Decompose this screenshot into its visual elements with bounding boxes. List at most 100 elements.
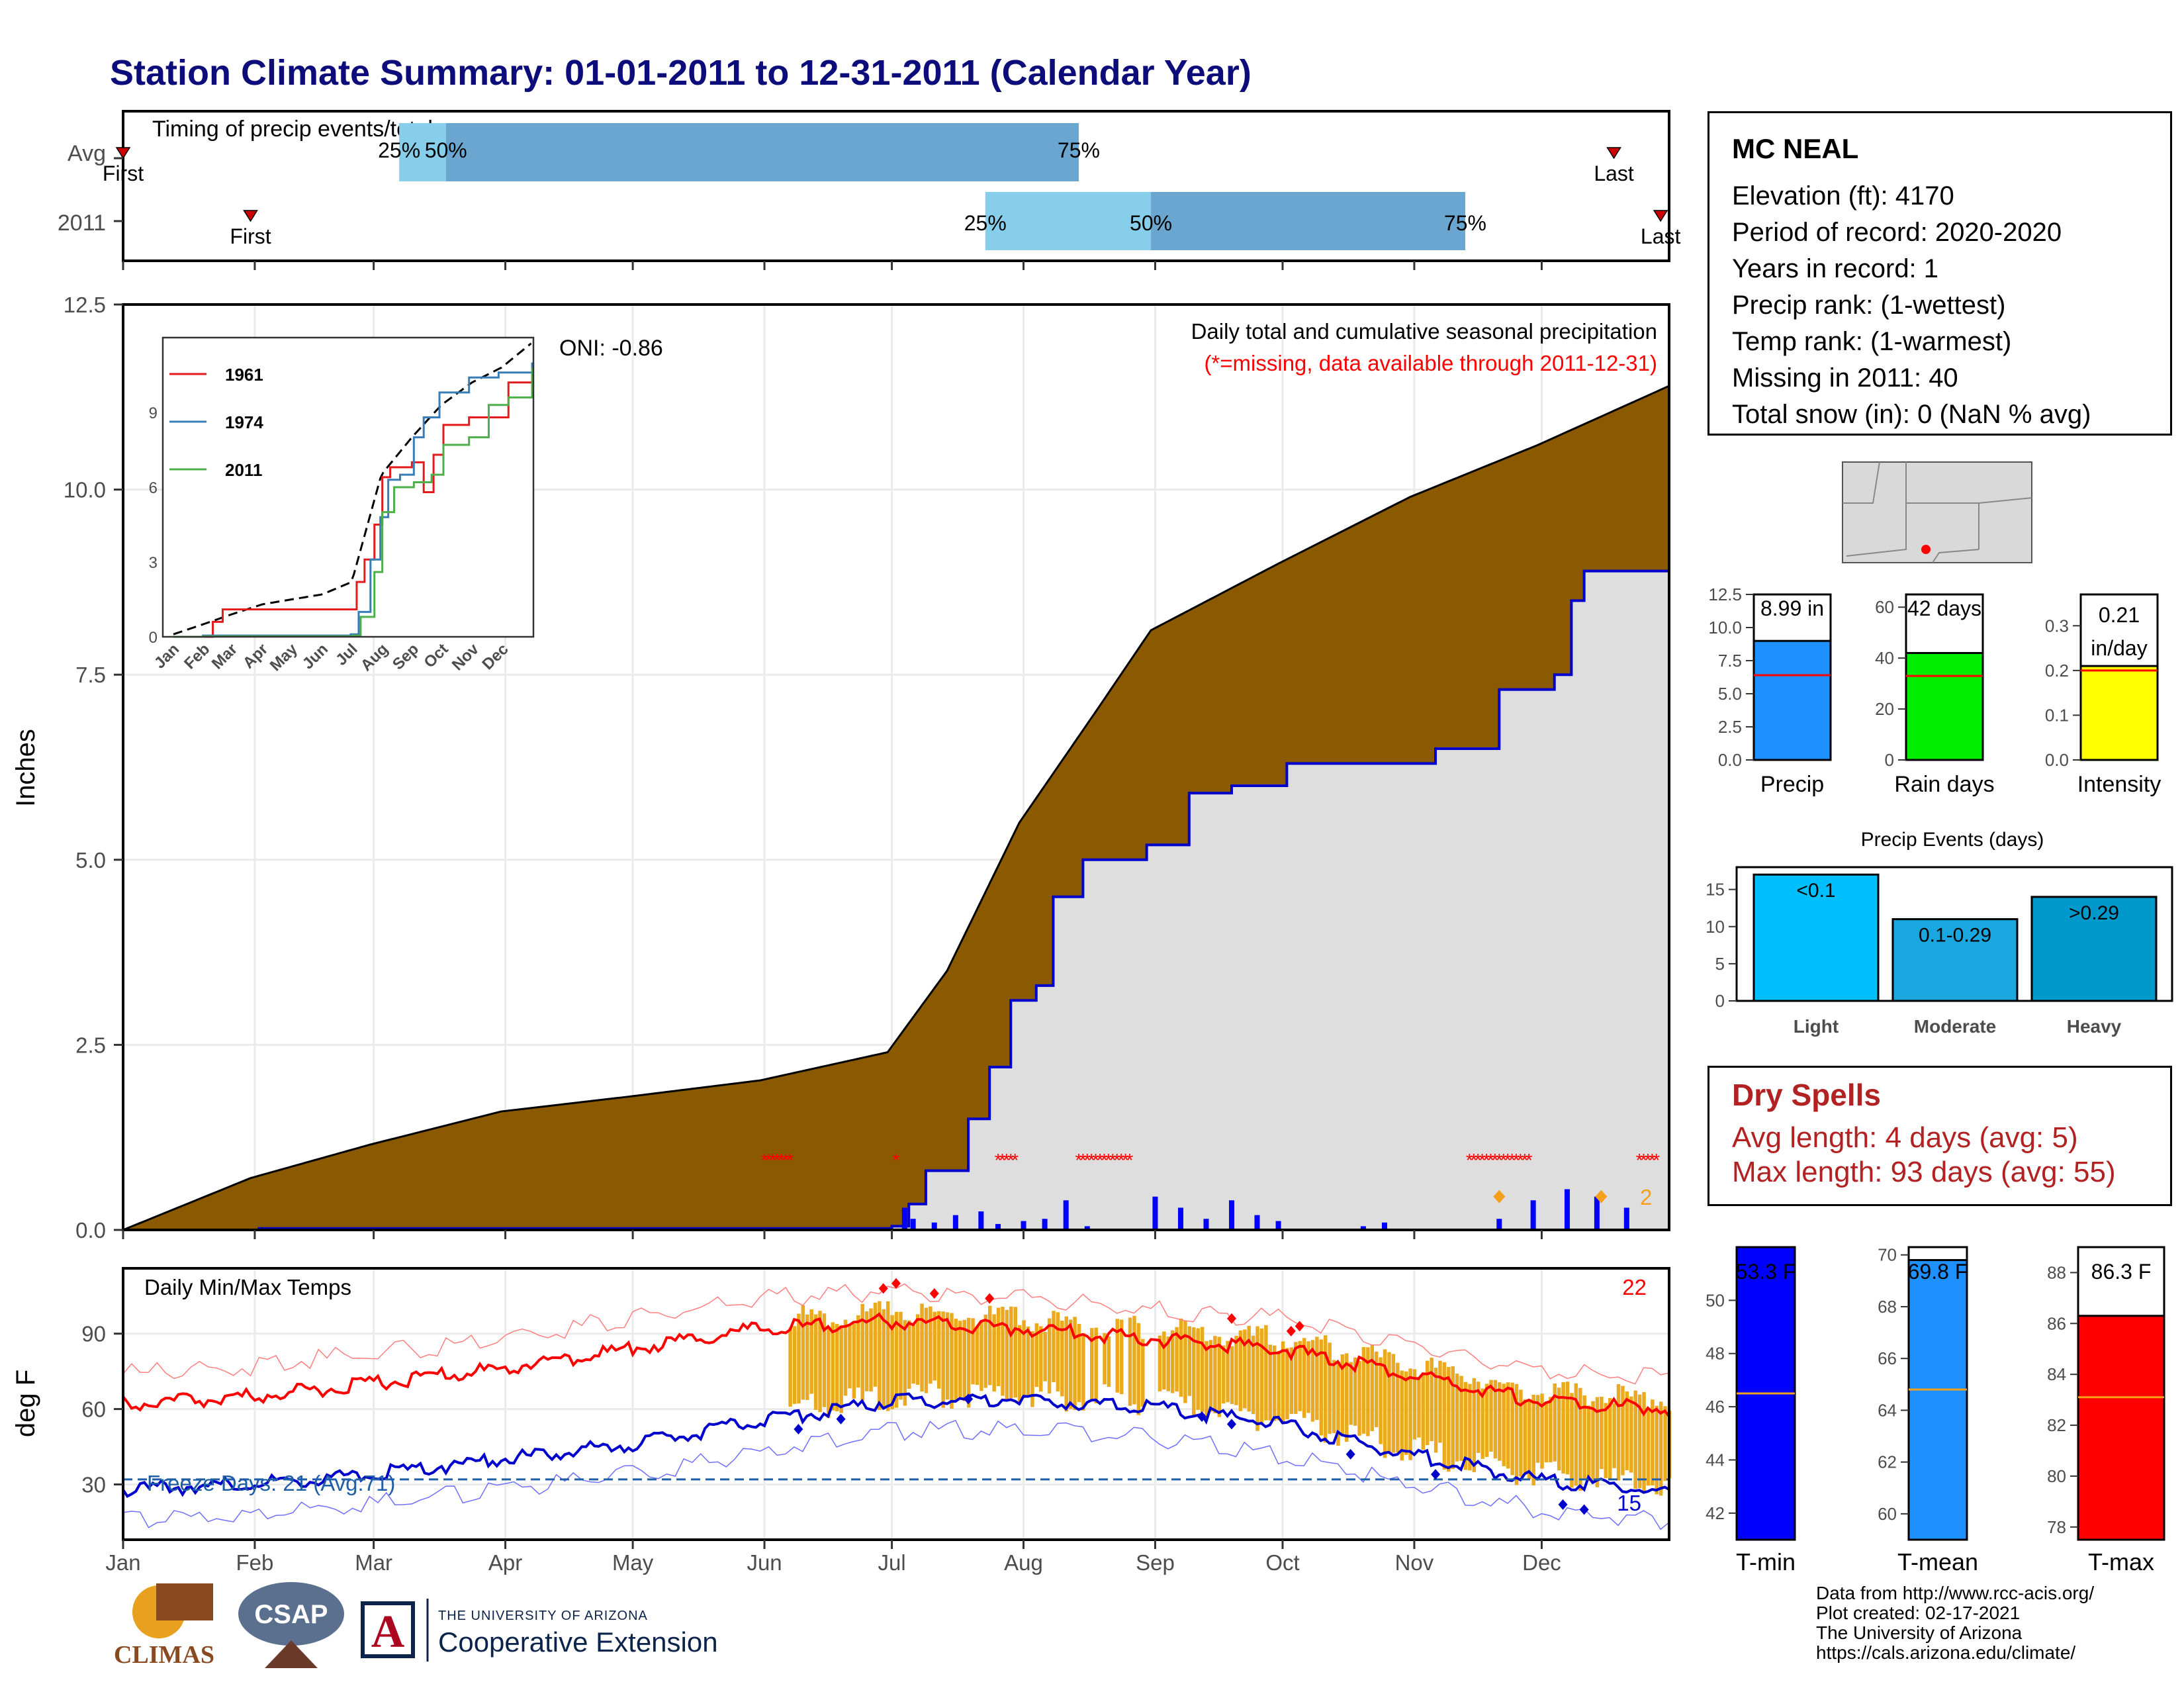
- daily-temp-range-bar: [1655, 1405, 1659, 1495]
- missing-day-marker: *: [1101, 1150, 1108, 1170]
- daily-temp-range-bar: [1306, 1341, 1310, 1413]
- timing-label-p75: 75%: [1058, 138, 1100, 162]
- daily-temp-range-bar: [1591, 1401, 1595, 1483]
- temp-panel: 30 60 90 deg F Daily Min/Max Temps 22 15 F…: [11, 1267, 1672, 1575]
- missing-day-marker: *: [1487, 1150, 1494, 1170]
- timing-label-first: First: [103, 162, 144, 185]
- daily-temp-range-bar: [933, 1311, 937, 1381]
- daily-temp-range-bar: [1026, 1326, 1030, 1397]
- daily-temp-range-bar: [1519, 1389, 1523, 1477]
- precip-ytick-label: 5.0: [75, 848, 106, 872]
- daily-precip-bar: [1530, 1200, 1536, 1230]
- daily-temp-range-bar: [1064, 1316, 1069, 1412]
- daily-temp-range-bar: [1582, 1395, 1586, 1479]
- record-low-diamond-icon: [1579, 1504, 1589, 1515]
- daily-precip-bar: [1360, 1226, 1366, 1230]
- daily-temp-range-bar: [1017, 1325, 1022, 1405]
- events-tick-label: 10: [1706, 917, 1725, 937]
- missing-day-marker: *: [1113, 1150, 1120, 1170]
- daily-temp-range-bar: [1412, 1369, 1417, 1440]
- precip-frame: [122, 303, 1670, 1231]
- timing-label-p25: 25%: [964, 211, 1007, 235]
- daily-temp-range-bar: [1480, 1388, 1484, 1459]
- inset-series-1961: [173, 380, 533, 638]
- daily-temp-range-bar: [1119, 1319, 1124, 1395]
- daily-temp-range-bar: [1319, 1339, 1324, 1436]
- station-snow: Total snow (in): 0 (NaN % avg): [1732, 400, 2091, 429]
- events-bar-light: [1752, 873, 1880, 1002]
- daily-temp-range-bar: [903, 1320, 907, 1406]
- daily-temp-range-bar: [1633, 1390, 1637, 1489]
- inset-ytick-label: 3: [149, 554, 158, 572]
- daily-temp-range-bar: [1336, 1361, 1340, 1446]
- record-low-diamond-icon: [1431, 1469, 1441, 1480]
- daily-temp-range-bar: [1001, 1307, 1005, 1396]
- daily-temp-range-bar: [839, 1325, 843, 1413]
- daily-precip-bar: [978, 1211, 984, 1230]
- temp-bar-tick-label: 60: [1878, 1504, 1897, 1524]
- daily-precip-bar: [1275, 1221, 1281, 1230]
- temp-bar-label: T-mean: [1897, 1548, 1978, 1575]
- credit-university: The University of Arizona: [1816, 1622, 2023, 1643]
- daily-temp-range-bar: [1510, 1382, 1514, 1476]
- events-bar-label: <0.1: [1796, 880, 1835, 902]
- month-label: Aug: [1004, 1550, 1043, 1575]
- station-temp-rank: Temp rank: (1-warmest): [1732, 327, 2012, 356]
- daily-temp-range-bar: [1421, 1373, 1426, 1450]
- events-category-label: Heavy: [2067, 1016, 2122, 1037]
- daily-temp-range-bar: [1158, 1335, 1162, 1391]
- daily-temp-range-bar: [873, 1302, 878, 1387]
- daily-temp-range-bar: [1387, 1352, 1391, 1454]
- missing-day-marker: *: [1097, 1150, 1104, 1170]
- daily-temp-range-bar: [915, 1314, 920, 1385]
- daily-temp-range-bar: [1383, 1349, 1387, 1458]
- precip-ylabel: Inches: [11, 729, 40, 807]
- daily-temp-range-bar: [1531, 1395, 1535, 1485]
- temp-bar-tick-label: 88: [2047, 1262, 2066, 1282]
- summary-bar-tick-label: 60: [1875, 597, 1894, 617]
- daily-temp-range-bar: [1463, 1382, 1468, 1470]
- record-low-diamond-icon: [794, 1423, 803, 1434]
- inset-ytick-label: 0: [149, 629, 158, 647]
- daily-temp-range-bar: [1030, 1331, 1034, 1407]
- daily-temp-range-bar: [1234, 1335, 1238, 1405]
- temp-ytick-label: 60: [81, 1397, 106, 1422]
- daily-precip-bar: [1382, 1222, 1388, 1230]
- missing-day-marker: *: [1126, 1150, 1134, 1170]
- timing-label-p50: 50%: [425, 138, 467, 162]
- daily-temp-range-bar: [1132, 1315, 1136, 1405]
- station-location-dot: [1921, 545, 1931, 554]
- daily-temp-range-bar: [1310, 1340, 1315, 1422]
- missing-day-marker: *: [1504, 1150, 1512, 1170]
- daily-temp-range-bar: [1561, 1382, 1565, 1474]
- daily-temp-range-bar: [1081, 1333, 1085, 1411]
- daily-precip-bar: [952, 1215, 958, 1230]
- daily-temp-range-bar: [971, 1318, 975, 1385]
- missing-day-marker: *: [1092, 1150, 1099, 1170]
- events-tick-label: 0: [1715, 991, 1725, 1011]
- daily-temp-range-bar: [1162, 1331, 1166, 1390]
- missing-day-marker: *: [1525, 1150, 1533, 1170]
- temp-title: Daily Min/Max Temps: [144, 1275, 351, 1299]
- inset-avg-line: [173, 342, 532, 635]
- daily-precip-bar: [1564, 1189, 1570, 1230]
- temp-bar-label: T-max: [2088, 1548, 2154, 1575]
- daily-precip-bar: [995, 1224, 1001, 1230]
- summary-bar-tick-label: 5.0: [1718, 684, 1742, 704]
- summary-bar-1: [1905, 651, 1984, 761]
- daily-temp-range-bar: [1498, 1382, 1502, 1461]
- daily-temp-range-bar: [886, 1301, 890, 1411]
- precip-note-missing: (*=missing, data available through 2011-…: [1204, 351, 1657, 375]
- daily-temp-range-bar: [1659, 1401, 1663, 1496]
- daily-temp-range-bar: [1506, 1382, 1510, 1469]
- timing-marker-first-icon: [243, 210, 258, 222]
- daily-temp-range-bar: [1323, 1335, 1328, 1443]
- temp-bar-tick-label: 82: [2047, 1415, 2066, 1435]
- precip-ytick-label: 12.5: [64, 293, 106, 317]
- timing-title: Timing of precip events/totals: [152, 117, 444, 142]
- daily-temp-range-bar: [1243, 1329, 1247, 1409]
- daily-temp-range-bar: [1433, 1368, 1438, 1453]
- daily-temp-range-bar: [1255, 1326, 1259, 1431]
- daily-temp-range-bar: [860, 1303, 864, 1401]
- record-low-diamond-icon: [1345, 1448, 1355, 1460]
